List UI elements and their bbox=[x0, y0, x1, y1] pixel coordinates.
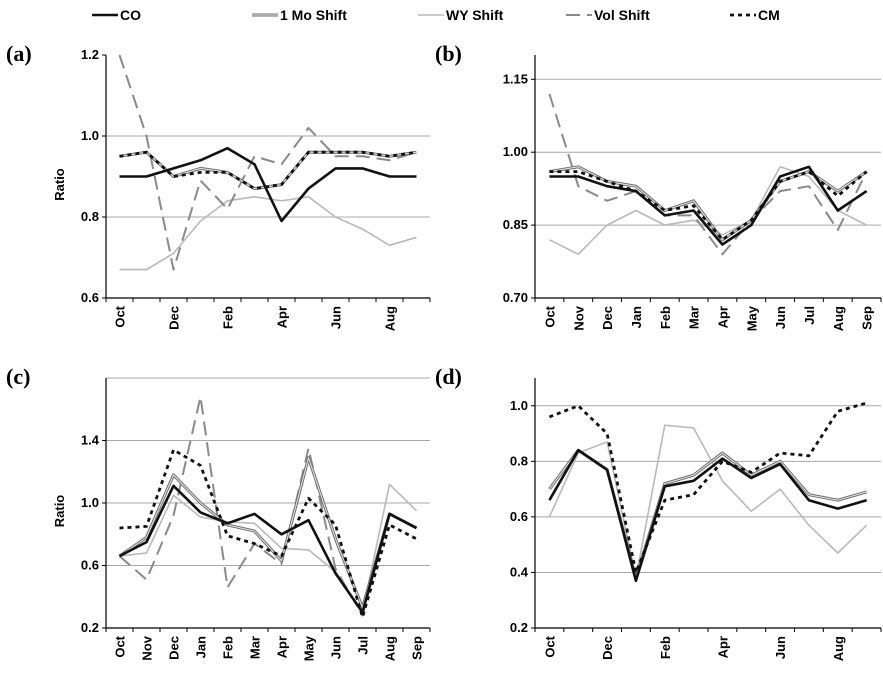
legend-item-vol-shift: Vol Shift bbox=[566, 7, 650, 23]
x-tick-label: Dec bbox=[600, 306, 615, 330]
x-tick-label: Mar bbox=[248, 636, 263, 659]
legend-item-wy-shift: WY Shift bbox=[418, 7, 504, 23]
series-line-wy-shift bbox=[119, 196, 417, 271]
series-line-cm bbox=[119, 448, 418, 619]
x-tick-label: Feb bbox=[658, 636, 673, 659]
x-tick-label: Feb bbox=[221, 306, 236, 329]
x-tick-label: Jun bbox=[773, 306, 788, 329]
series-line-wy-shift bbox=[548, 424, 868, 579]
x-tick-label: Jan bbox=[629, 306, 644, 328]
x-tick-label: Jul bbox=[356, 636, 371, 655]
x-tick-label: Aug bbox=[831, 306, 846, 331]
x-tick-label: Nov bbox=[140, 635, 155, 660]
x-tick-label: Oct bbox=[113, 305, 128, 327]
legend-label: 1 Mo Shift bbox=[280, 7, 347, 23]
series-line-cm bbox=[548, 401, 867, 574]
y-tick-label: 0.4 bbox=[510, 564, 529, 579]
y-tick-label: 0.2 bbox=[510, 620, 528, 635]
series-line-co bbox=[548, 448, 867, 583]
y-tick-label: 0.2 bbox=[81, 620, 99, 635]
panel-a: 0.6 0.8 1.0 1.2 Oct Dec Feb Apr Jun Aug Ratio (a) bbox=[6, 41, 431, 331]
x-tick-label: Jun bbox=[329, 306, 344, 329]
legend-item-co: CO bbox=[92, 7, 141, 23]
series-line-vol-shift bbox=[548, 93, 868, 256]
series-line-co bbox=[118, 484, 418, 614]
x-tick-label: Oct bbox=[542, 305, 557, 327]
y-axis-label: Ratio bbox=[52, 168, 67, 201]
x-tick-label: Jun bbox=[773, 636, 788, 659]
x-tick-label: Jan bbox=[194, 636, 209, 658]
legend-label: CM bbox=[758, 7, 780, 23]
legend-item-1-mo-shift: 1 Mo Shift bbox=[252, 7, 347, 23]
x-tick-label: Apr bbox=[715, 306, 730, 328]
legend: CO 1 Mo Shift WY Shift Vol Shift CM bbox=[92, 7, 780, 23]
series-line-co bbox=[119, 146, 417, 223]
panel-label: (b) bbox=[435, 41, 462, 66]
series-line-cm bbox=[119, 150, 417, 190]
x-tick-label: Jun bbox=[329, 636, 344, 659]
x-tick-label: Aug bbox=[383, 306, 398, 331]
panel-label: (c) bbox=[6, 364, 30, 389]
x-tick-label: Sep bbox=[860, 306, 875, 330]
y-tick-label: 0.6 bbox=[510, 509, 528, 524]
x-tick-label: Apr bbox=[715, 636, 730, 658]
legend-label: CO bbox=[120, 7, 141, 23]
x-tick-label: Sep bbox=[410, 636, 425, 660]
x-tick-label: Dec bbox=[167, 636, 182, 660]
y-tick-label: 0.85 bbox=[503, 217, 528, 232]
panel-label: (d) bbox=[435, 364, 462, 389]
x-tick-label: Oct bbox=[542, 635, 557, 657]
y-axis-label: Ratio bbox=[52, 495, 67, 528]
panel-c: 0.2 0.6 1.0 1.4 Oct Nov Dec Jan Feb Mar Apr May Jun J… bbox=[6, 364, 431, 661]
legend-item-cm: CM bbox=[730, 7, 780, 23]
panel-b: 0.70 0.85 1.00 1.15 Oct Nov Dec Jan Feb Mar Apr May… bbox=[435, 41, 882, 331]
y-tick-label: 0.8 bbox=[81, 209, 99, 224]
panel-d: 0.2 0.4 0.6 0.8 1.0 Oct Dec Feb Apr Jun Aug (d) bbox=[435, 364, 882, 661]
y-tick-label: 0.70 bbox=[503, 290, 528, 305]
y-tick-label: 0.6 bbox=[81, 290, 99, 305]
x-tick-label: Apr bbox=[275, 636, 290, 658]
x-tick-label: Feb bbox=[221, 636, 236, 659]
series-line-1-mo-shift bbox=[118, 456, 418, 610]
y-tick-label: 0.6 bbox=[81, 558, 99, 573]
series-line-vol-shift bbox=[118, 395, 417, 617]
legend-label: Vol Shift bbox=[594, 7, 650, 23]
y-tick-label: 1.2 bbox=[81, 47, 99, 62]
x-tick-label: Oct bbox=[113, 635, 128, 657]
x-tick-label: Feb bbox=[658, 306, 673, 329]
y-tick-label: 1.00 bbox=[503, 144, 528, 159]
y-tick-label: 0.8 bbox=[510, 453, 528, 468]
x-tick-label: Aug bbox=[831, 636, 846, 661]
x-tick-label: Apr bbox=[275, 306, 290, 328]
x-tick-label: May bbox=[302, 635, 317, 661]
x-tick-label: Aug bbox=[383, 636, 398, 661]
series-line-vol-shift bbox=[118, 54, 417, 271]
y-tick-label: 1.0 bbox=[81, 495, 99, 510]
x-tick-label: Jul bbox=[802, 306, 817, 325]
panel-label: (a) bbox=[6, 41, 32, 66]
y-tick-label: 1.4 bbox=[81, 433, 100, 448]
y-tick-label: 1.0 bbox=[81, 128, 99, 143]
x-tick-label: Mar bbox=[687, 306, 702, 329]
y-tick-label: 1.15 bbox=[503, 71, 528, 86]
legend-label: WY Shift bbox=[446, 7, 504, 23]
x-tick-label: May bbox=[744, 305, 759, 331]
y-tick-label: 1.0 bbox=[510, 398, 528, 413]
x-tick-label: Dec bbox=[167, 306, 182, 330]
x-tick-label: Nov bbox=[571, 305, 586, 330]
series-line-co bbox=[549, 165, 868, 246]
x-tick-label: Dec bbox=[600, 636, 615, 660]
